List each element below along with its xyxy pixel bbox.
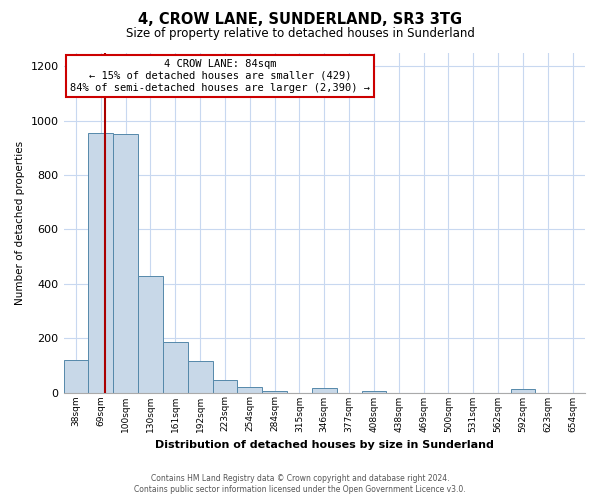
Bar — [138, 276, 163, 392]
Bar — [312, 388, 337, 392]
Bar — [362, 391, 386, 392]
Bar — [64, 360, 88, 392]
Text: Size of property relative to detached houses in Sunderland: Size of property relative to detached ho… — [125, 28, 475, 40]
Bar — [262, 391, 287, 392]
Bar — [212, 380, 238, 392]
Bar — [188, 361, 212, 392]
Y-axis label: Number of detached properties: Number of detached properties — [15, 140, 25, 304]
X-axis label: Distribution of detached houses by size in Sunderland: Distribution of detached houses by size … — [155, 440, 494, 450]
Text: 4 CROW LANE: 84sqm
← 15% of detached houses are smaller (429)
84% of semi-detach: 4 CROW LANE: 84sqm ← 15% of detached hou… — [70, 60, 370, 92]
Text: Contains HM Land Registry data © Crown copyright and database right 2024.
Contai: Contains HM Land Registry data © Crown c… — [134, 474, 466, 494]
Bar — [163, 342, 188, 392]
Bar — [511, 389, 535, 392]
Text: 4, CROW LANE, SUNDERLAND, SR3 3TG: 4, CROW LANE, SUNDERLAND, SR3 3TG — [138, 12, 462, 28]
Bar — [88, 132, 113, 392]
Bar — [238, 387, 262, 392]
Bar — [113, 134, 138, 392]
